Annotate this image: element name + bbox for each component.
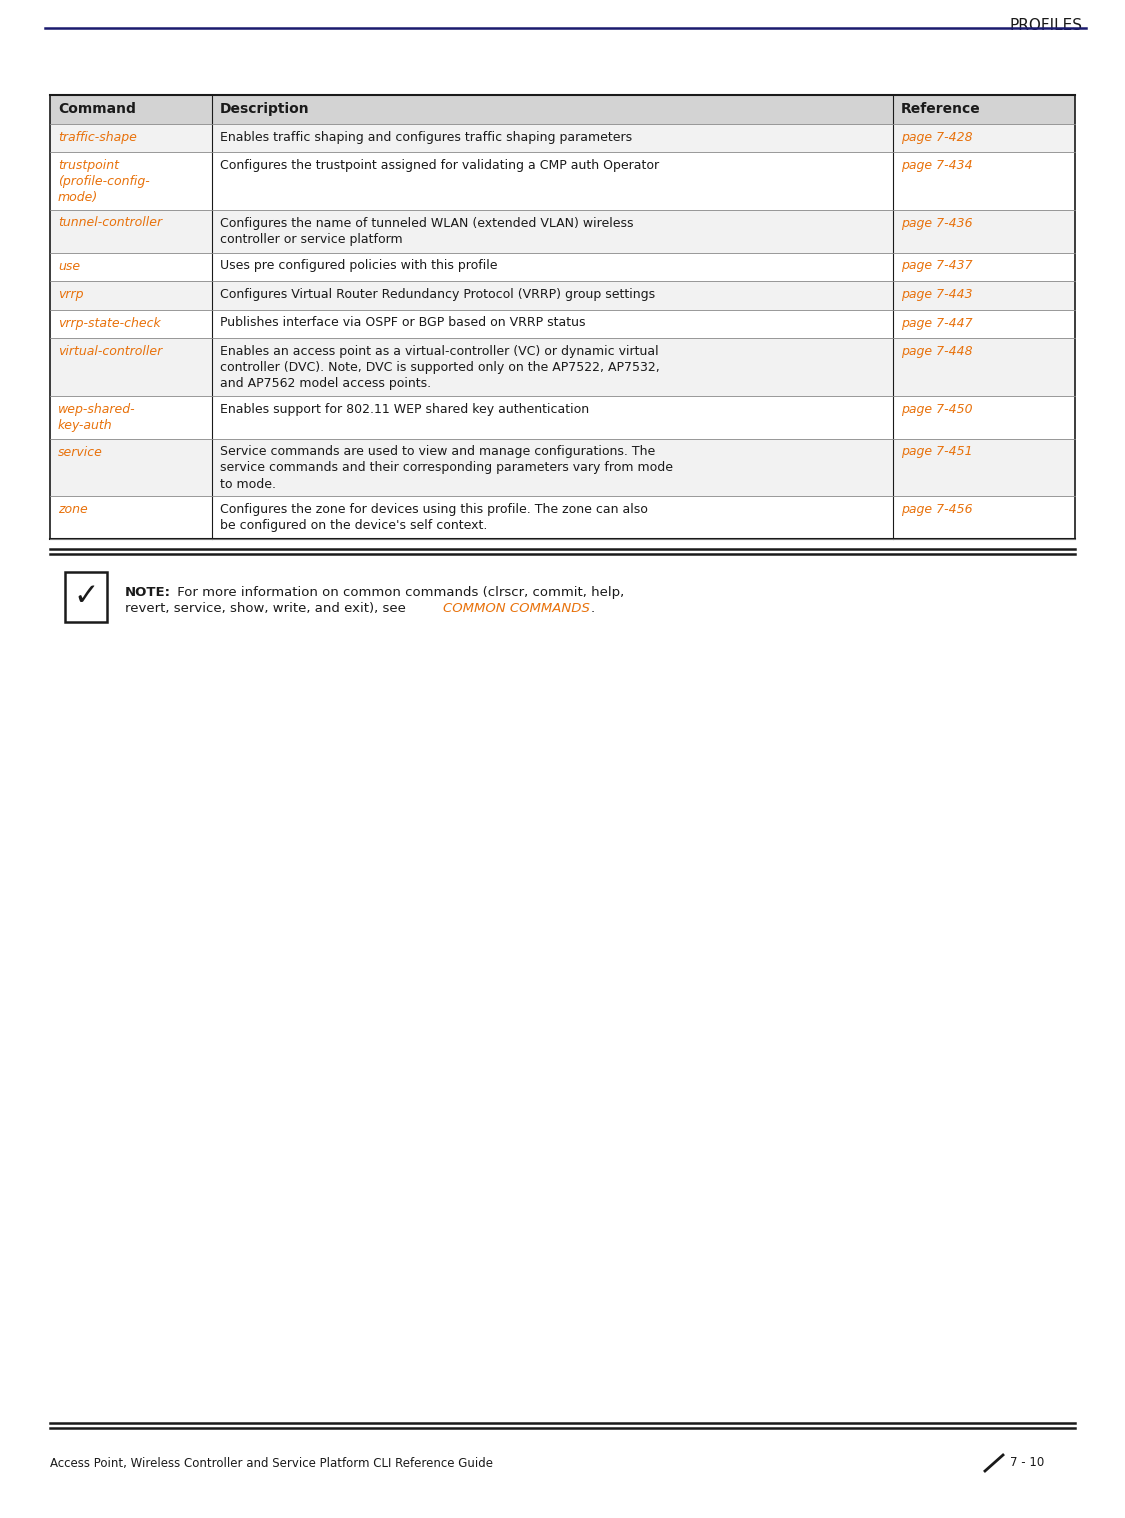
Bar bbox=[50, 339, 1076, 396]
Text: page 7-434: page 7-434 bbox=[900, 159, 972, 172]
Bar bbox=[50, 496, 1076, 539]
Bar bbox=[50, 396, 1076, 439]
Bar bbox=[50, 252, 1076, 281]
Text: service: service bbox=[58, 445, 102, 458]
Bar bbox=[50, 310, 1076, 339]
Text: Enables an access point as a virtual-controller (VC) or dynamic virtual
controll: Enables an access point as a virtual-con… bbox=[220, 345, 659, 390]
Text: revert, service, show, write, and exit), see: revert, service, show, write, and exit),… bbox=[125, 603, 411, 615]
Text: zone: zone bbox=[58, 502, 88, 516]
Text: Enables traffic shaping and configures traffic shaping parameters: Enables traffic shaping and configures t… bbox=[220, 131, 632, 144]
Text: page 7-443: page 7-443 bbox=[900, 288, 972, 301]
Text: Enables support for 802.11 WEP shared key authentication: Enables support for 802.11 WEP shared ke… bbox=[220, 402, 590, 416]
Text: page 7-428: page 7-428 bbox=[900, 131, 972, 144]
Bar bbox=[50, 209, 1076, 252]
Text: vrrp: vrrp bbox=[58, 288, 83, 301]
Text: Configures the trustpoint assigned for validating a CMP auth Operator: Configures the trustpoint assigned for v… bbox=[220, 159, 659, 172]
Bar bbox=[50, 281, 1076, 310]
Text: Reference: Reference bbox=[900, 102, 980, 117]
Text: Access Point, Wireless Controller and Service Platform CLI Reference Guide: Access Point, Wireless Controller and Se… bbox=[50, 1456, 493, 1469]
Text: Configures the zone for devices using this profile. The zone can also
be configu: Configures the zone for devices using th… bbox=[220, 502, 648, 531]
Text: page 7-450: page 7-450 bbox=[900, 402, 972, 416]
Text: page 7-436: page 7-436 bbox=[900, 217, 972, 229]
Text: page 7-437: page 7-437 bbox=[900, 260, 972, 273]
Text: PROFILES: PROFILES bbox=[1009, 18, 1082, 33]
Bar bbox=[65, 572, 107, 622]
Text: page 7-447: page 7-447 bbox=[900, 316, 972, 329]
Bar bbox=[50, 96, 1076, 123]
Text: NOTE:: NOTE: bbox=[125, 586, 171, 600]
Text: page 7-448: page 7-448 bbox=[900, 345, 972, 358]
Text: trustpoint
(profile-config-
mode): trustpoint (profile-config- mode) bbox=[58, 159, 150, 203]
Text: 7 - 10: 7 - 10 bbox=[1010, 1456, 1044, 1469]
Text: Uses pre configured policies with this profile: Uses pre configured policies with this p… bbox=[220, 260, 497, 273]
Text: page 7-456: page 7-456 bbox=[900, 502, 972, 516]
Text: Publishes interface via OSPF or BGP based on VRRP status: Publishes interface via OSPF or BGP base… bbox=[220, 316, 585, 329]
Text: vrrp-state-check: vrrp-state-check bbox=[58, 316, 161, 329]
Text: COMMON COMMANDS: COMMON COMMANDS bbox=[443, 603, 590, 615]
Text: Configures Virtual Router Redundancy Protocol (VRRP) group settings: Configures Virtual Router Redundancy Pro… bbox=[220, 288, 655, 301]
Text: tunnel-controller: tunnel-controller bbox=[58, 217, 162, 229]
Text: Command: Command bbox=[58, 102, 136, 117]
Text: use: use bbox=[58, 260, 80, 273]
Text: Description: Description bbox=[220, 102, 309, 117]
Bar bbox=[50, 123, 1076, 152]
Bar bbox=[50, 152, 1076, 209]
Text: wep-shared-
key-auth: wep-shared- key-auth bbox=[58, 402, 136, 431]
Text: ✓: ✓ bbox=[73, 583, 99, 612]
Text: For more information on common commands (clrscr, commit, help,: For more information on common commands … bbox=[173, 586, 624, 600]
Text: Service commands are used to view and manage configurations. The
service command: Service commands are used to view and ma… bbox=[220, 445, 673, 490]
Text: .: . bbox=[591, 603, 595, 615]
Bar bbox=[50, 439, 1076, 496]
Text: traffic-shape: traffic-shape bbox=[58, 131, 137, 144]
Text: page 7-451: page 7-451 bbox=[900, 445, 972, 458]
Text: virtual-controller: virtual-controller bbox=[58, 345, 162, 358]
Text: Configures the name of tunneled WLAN (extended VLAN) wireless
controller or serv: Configures the name of tunneled WLAN (ex… bbox=[220, 217, 633, 246]
